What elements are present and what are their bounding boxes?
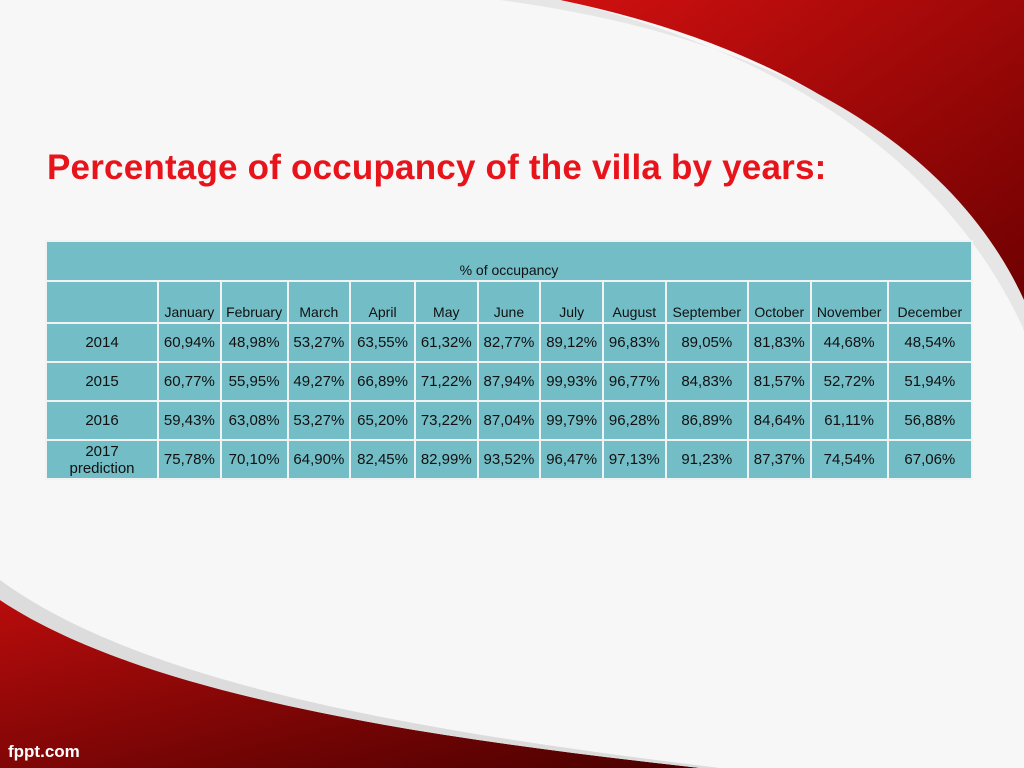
month-header: August	[601, 280, 667, 324]
table-caption: % of occupancy	[45, 240, 973, 282]
occupancy-cell: 82,45%	[349, 439, 416, 480]
month-header: November	[809, 280, 889, 324]
occupancy-cell: 64,90%	[286, 439, 352, 480]
fppt-logo: fppt.com	[8, 742, 80, 761]
occupancy-cell: 91,23%	[664, 439, 749, 480]
month-header: January	[157, 280, 222, 324]
occupancy-cell: 65,20%	[349, 400, 416, 441]
occupancy-cell: 44,68%	[809, 322, 889, 363]
occupancy-cell: 81,57%	[746, 361, 812, 402]
occupancy-cell: 99,93%	[539, 361, 604, 402]
occupancy-cell: 89,05%	[664, 322, 749, 363]
occupancy-cell: 48,54%	[886, 322, 974, 363]
year-label: 2015	[44, 361, 160, 402]
table-row: 2017 prediction 75,78% 70,10% 64,90% 82,45% 8…	[44, 439, 974, 480]
occupancy-cell: 96,47%	[539, 439, 604, 480]
occupancy-cell: 74,54%	[809, 439, 889, 480]
occupancy-cell: 52,72%	[809, 361, 889, 402]
month-header: May	[413, 280, 479, 324]
occupancy-cell: 99,79%	[539, 400, 604, 441]
occupancy-cell: 97,13%	[601, 439, 667, 480]
occupancy-table: % of occupancy January February March April…	[44, 240, 974, 480]
month-header: December	[886, 280, 974, 324]
occupancy-cell: 82,77%	[476, 322, 542, 363]
occupancy-cell: 63,08%	[219, 400, 289, 441]
occupancy-cell: 66,89%	[349, 361, 416, 402]
header-row: January February March April May June July Augu…	[44, 280, 974, 324]
occupancy-cell: 93,52%	[476, 439, 542, 480]
occupancy-cell: 73,22%	[413, 400, 479, 441]
occupancy-cell: 63,55%	[349, 322, 416, 363]
header-corner	[44, 280, 160, 324]
occupancy-cell: 96,28%	[601, 400, 667, 441]
slide-title: Percentage of occupancy of the villa by …	[47, 148, 827, 187]
occupancy-cell: 48,98%	[219, 322, 289, 363]
occupancy-cell: 60,77%	[157, 361, 222, 402]
occupancy-cell: 96,83%	[601, 322, 667, 363]
occupancy-cell: 53,27%	[286, 400, 352, 441]
occupancy-cell: 81,83%	[746, 322, 812, 363]
month-header: July	[539, 280, 604, 324]
occupancy-cell: 56,88%	[886, 400, 974, 441]
year-label: 2016	[44, 400, 160, 441]
occupancy-cell: 71,22%	[413, 361, 479, 402]
table-row: 2016 59,43% 63,08% 53,27% 65,20% 73,22% 87,04%…	[44, 400, 974, 441]
occupancy-cell: 96,77%	[601, 361, 667, 402]
occupancy-cell: 86,89%	[664, 400, 749, 441]
year-label: 2017 prediction	[44, 439, 160, 480]
occupancy-cell: 84,64%	[746, 400, 812, 441]
occupancy-cell: 87,04%	[476, 400, 542, 441]
month-header: February	[219, 280, 289, 324]
month-header: June	[476, 280, 542, 324]
occupancy-cell: 51,94%	[886, 361, 974, 402]
occupancy-cell: 89,12%	[539, 322, 604, 363]
month-header: March	[286, 280, 352, 324]
month-header: October	[746, 280, 812, 324]
occupancy-cell: 53,27%	[286, 322, 352, 363]
occupancy-cell: 70,10%	[219, 439, 289, 480]
occupancy-cell: 82,99%	[413, 439, 479, 480]
occupancy-cell: 87,94%	[476, 361, 542, 402]
occupancy-cell: 67,06%	[886, 439, 974, 480]
table-row: 2014 60,94% 48,98% 53,27% 63,55% 61,32% 82,77%…	[44, 322, 974, 363]
month-header: September	[664, 280, 749, 324]
table-row: 2015 60,77% 55,95% 49,27% 66,89% 71,22% 87,94%…	[44, 361, 974, 402]
occupancy-cell: 49,27%	[286, 361, 352, 402]
occupancy-cell: 60,94%	[157, 322, 222, 363]
occupancy-cell: 61,32%	[413, 322, 479, 363]
occupancy-cell: 59,43%	[157, 400, 222, 441]
occupancy-cell: 55,95%	[219, 361, 289, 402]
month-header: April	[349, 280, 416, 324]
occupancy-cell: 87,37%	[746, 439, 812, 480]
occupancy-cell: 84,83%	[664, 361, 749, 402]
occupancy-cell: 61,11%	[809, 400, 889, 441]
year-label: 2014	[44, 322, 160, 363]
occupancy-cell: 75,78%	[157, 439, 222, 480]
